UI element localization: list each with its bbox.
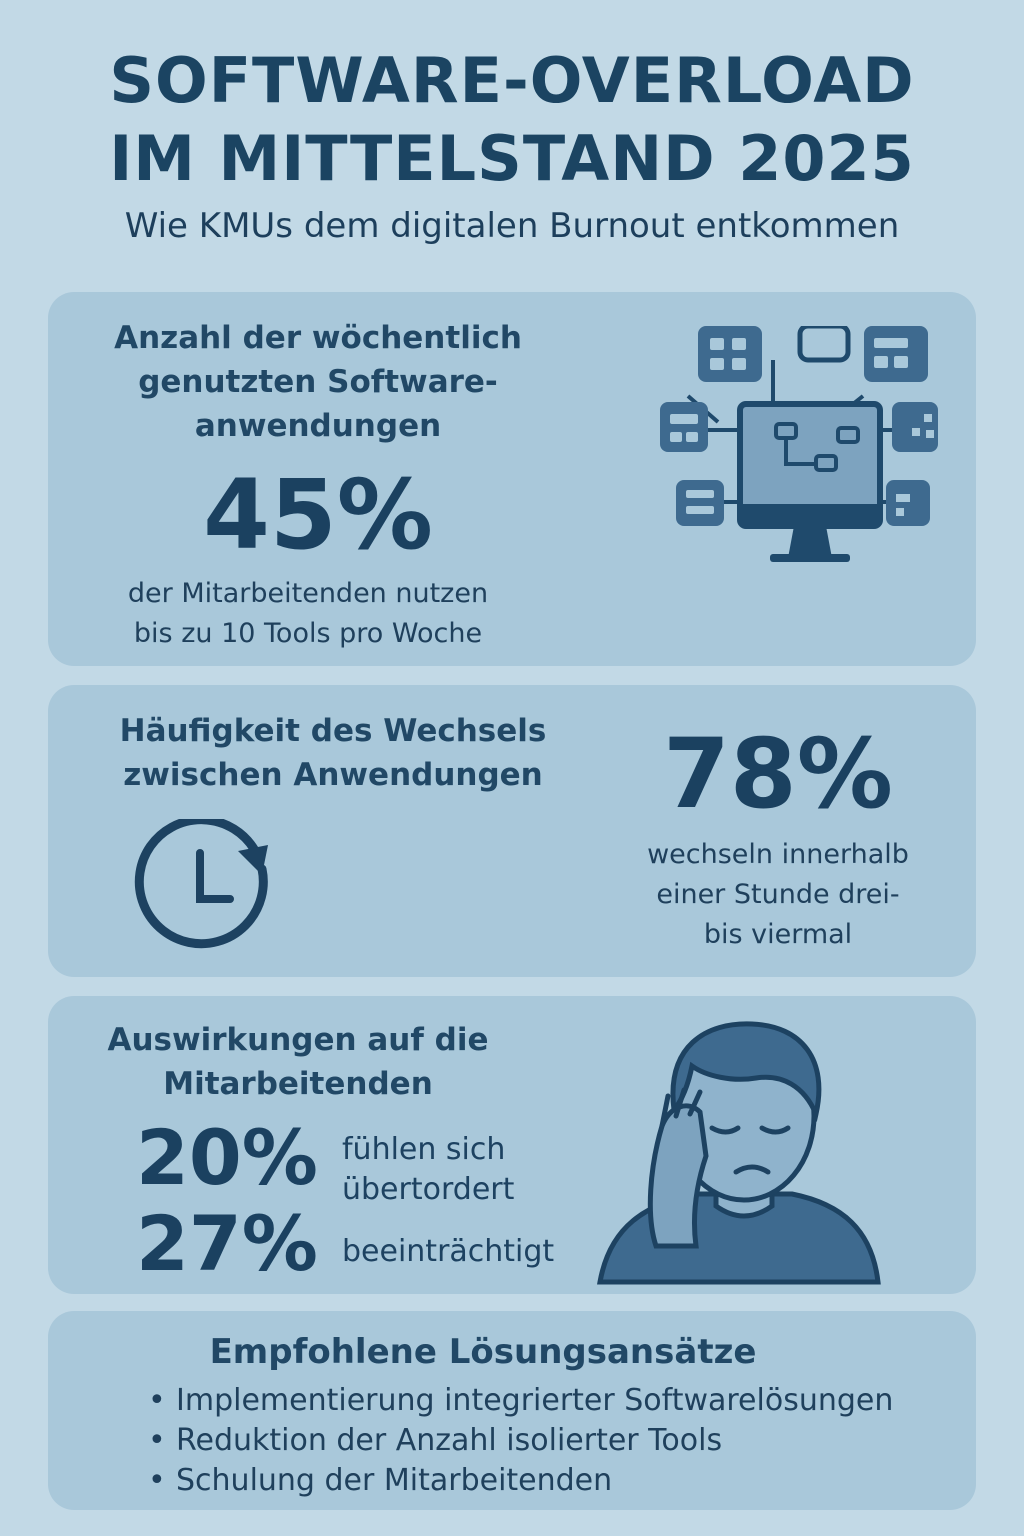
page-title: SOFTWARE-OVERLOAD IM MITTELSTAND 2025 [0,42,1024,198]
title-line-1: SOFTWARE-OVERLOAD [109,44,915,117]
stat-value: 78% [663,718,893,830]
stat-value-overwhelmed: 20% [136,1113,318,1202]
stressed-person-icon [597,1021,881,1285]
label-line: übertordert [342,1172,515,1207]
desc-line: der Mitarbeitenden nutzen [127,578,489,609]
desc-line: wechseln innerhalb [647,839,909,870]
stat-description: der Mitarbeitenden nutzen bis zu 10 Tool… [88,574,528,654]
card-switching-frequency: Häufigkeit des Wechsels zwischen Anwendu… [48,685,976,977]
clock-refresh-icon [134,819,268,949]
stat-label-overwhelmed: fühlen sich übertordert [342,1130,582,1210]
computer-network-icon [660,326,938,562]
card-heading: Empfohlene Lösungsansätze [209,1332,757,1372]
solutions-list: Implementierung integrierter Softwarelös… [148,1381,893,1501]
card-solutions: Empfohlene Lösungsansätze Implementierun… [48,1311,976,1510]
label-line: fühlen sich [342,1132,506,1167]
desc-line: bis viermal [703,919,853,950]
list-item: Reduktion der Anzahl isolierter Tools [148,1421,893,1461]
card-software-usage: Anzahl der wöchentlich genutzten Softwar… [48,292,976,666]
heading-line: Auswirkungen auf die [107,1022,489,1058]
heading-line: Mitarbeitenden [163,1066,433,1102]
card-heading: Anzahl der wöchentlich genutzten Softwar… [88,316,548,448]
heading-line: genutzten Software- [138,364,498,400]
card-employee-impact: Auswirkungen auf die Mitarbeitenden 20% … [48,996,976,1294]
list-item: Implementierung integrierter Softwarelös… [148,1381,893,1421]
title-line-2: IM MITTELSTAND 2025 [109,122,915,195]
list-item: Schulung der Mitarbeitenden [148,1461,893,1501]
heading-line: Anzahl der wöchentlich [114,320,522,356]
stat-value-impaired: 27% [136,1199,318,1288]
stat-description: wechseln innerhalb einer Stunde drei- bi… [608,835,948,955]
card-heading: Häufigkeit des Wechsels zwischen Anwendu… [68,709,598,797]
card-heading: Auswirkungen auf die Mitarbeitenden [88,1018,508,1106]
stat-value: 45% [203,459,433,571]
desc-line: bis zu 10 Tools pro Woche [133,618,483,649]
heading-line: Häufigkeit des Wechsels [119,713,547,749]
heading-line: zwischen Anwendungen [123,757,543,793]
page-subtitle: Wie KMUs dem digitalen Burnout entkommen [124,206,900,246]
stat-label-impaired: beeinträchtigt [342,1234,555,1269]
heading-line: anwendungen [194,408,442,444]
desc-line: einer Stunde drei- [656,879,900,910]
